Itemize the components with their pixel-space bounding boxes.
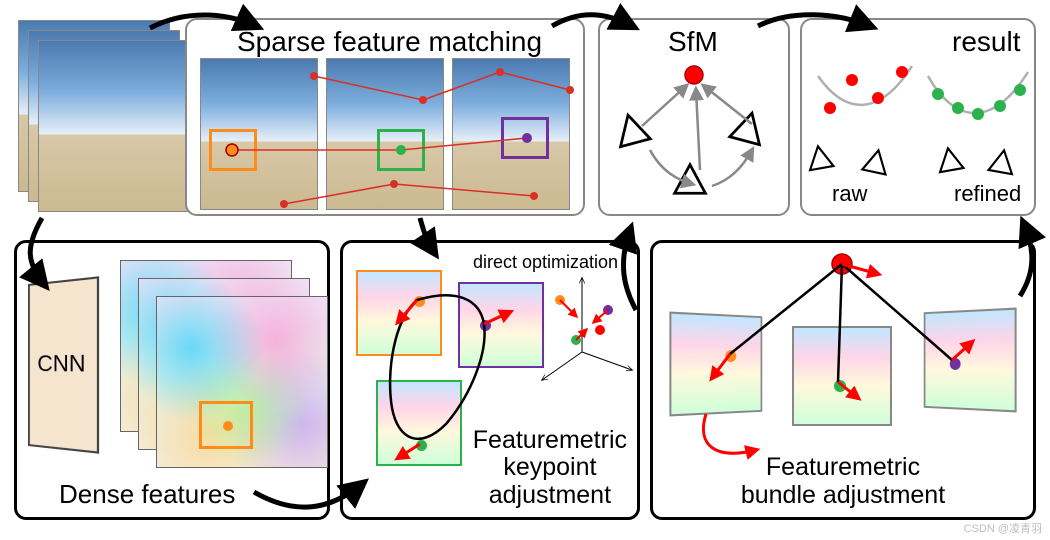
sparse-title: Sparse feature matching bbox=[237, 26, 542, 58]
dense-label: Dense features bbox=[59, 480, 235, 509]
fba-patch-mid bbox=[792, 326, 892, 426]
cnn-block: CNN bbox=[28, 276, 99, 454]
feature-map-3 bbox=[156, 296, 328, 468]
fka-patch-orange bbox=[356, 270, 442, 356]
fka-dot-orange bbox=[414, 296, 425, 307]
fba-label: Featuremetric bundle adjustment bbox=[653, 454, 1033, 509]
sparse-img-2 bbox=[326, 58, 444, 210]
sparse-box-green bbox=[377, 129, 425, 171]
fba-patch-left bbox=[669, 312, 762, 417]
fka-patch-green bbox=[376, 380, 462, 466]
fka-dot-purple bbox=[480, 320, 491, 331]
sparse-img-3 bbox=[452, 58, 570, 210]
sfm-title: SfM bbox=[668, 26, 718, 58]
sparse-box-orange bbox=[209, 129, 257, 171]
fba-patch-right bbox=[924, 308, 1017, 413]
sparse-box-purple bbox=[501, 117, 549, 159]
dense-box-dot bbox=[223, 421, 233, 431]
refined-label: refined bbox=[954, 182, 1021, 206]
sfm-panel: SfM bbox=[598, 18, 790, 216]
fba-dot-orange bbox=[725, 350, 736, 362]
fka-patch-purple bbox=[458, 282, 544, 368]
cnn-label: CNN bbox=[37, 351, 85, 377]
fba-dot-purple bbox=[950, 358, 961, 370]
result-title: result bbox=[952, 26, 1020, 58]
watermark: CSDN @凌青羽 bbox=[964, 520, 1042, 536]
raw-label: raw bbox=[832, 182, 867, 206]
fba-dot-green bbox=[834, 380, 846, 392]
result-panel: result raw refined bbox=[800, 18, 1036, 216]
input-image-3 bbox=[38, 40, 190, 212]
fka-dot-green bbox=[416, 440, 427, 451]
direct-label: direct optimization bbox=[473, 253, 618, 273]
sparse-img-1 bbox=[200, 58, 318, 210]
fka-label: Featuremetric keypoint adjustment bbox=[473, 427, 627, 510]
